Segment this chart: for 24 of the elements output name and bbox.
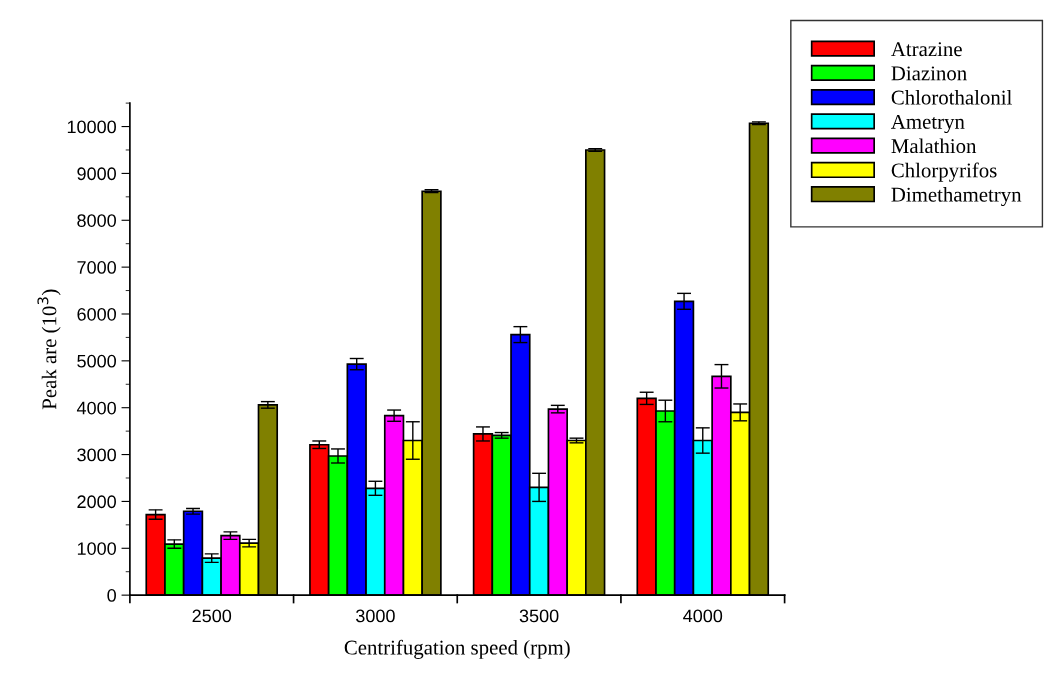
legend-label: Ametryn <box>891 114 965 134</box>
y-axis-title: Peak are (10$^{3}$) <box>37 289 61 410</box>
x-axis-title: Centrifugation speed (rpm) <box>344 639 570 659</box>
y-tick-label: 0 <box>107 589 116 602</box>
legend-label: Atrazine <box>891 42 962 57</box>
legend-label: Chlorothalonil <box>891 89 1012 105</box>
x-tick-label: 4000 <box>683 609 723 623</box>
y-tick-label: 8000 <box>77 214 116 227</box>
legend-label: Malathion <box>891 138 977 154</box>
y-tick-label: 9000 <box>77 167 116 181</box>
y-tick-label: 7000 <box>77 261 116 274</box>
y-tick-label: 3000 <box>77 448 116 462</box>
y-tick-label: 6000 <box>77 307 116 321</box>
x-tick-label: 2500 <box>192 609 232 623</box>
y-tick-label: 2000 <box>77 495 116 509</box>
y-tick-label: 4000 <box>76 401 116 415</box>
y-tick-label: 1000 <box>77 542 116 555</box>
legend-label: Diazinon <box>891 66 967 81</box>
y-tick-label: 10000 <box>67 120 116 134</box>
legend-label: Dimethametryn <box>891 187 1022 207</box>
x-tick-label: 3000 <box>356 609 395 623</box>
y-tick-label: 5000 <box>77 354 116 368</box>
legend-label: Chlorpyrifos <box>891 162 997 182</box>
x-tick-label: 3500 <box>519 609 559 623</box>
